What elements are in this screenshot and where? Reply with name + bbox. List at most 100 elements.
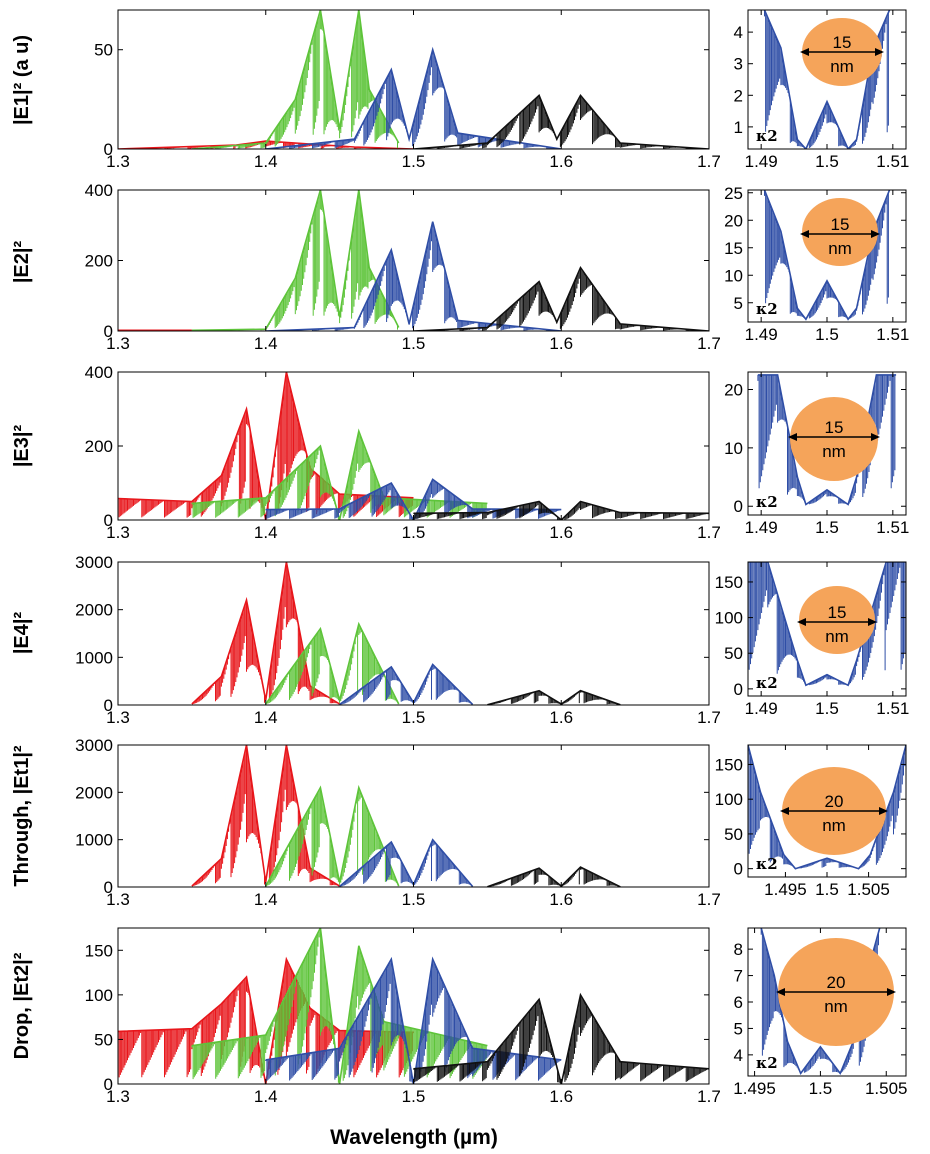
y-tick-label: 3000 bbox=[75, 736, 113, 755]
bandwidth-unit: nm bbox=[830, 57, 854, 76]
y-tick-label: 100 bbox=[715, 609, 743, 628]
inset-panel-4: 1.49 1.5 1.51 0 50 100 150 κ2 15 nm bbox=[715, 561, 909, 718]
bandwidth-value: 20 bbox=[825, 792, 844, 811]
series-envelope bbox=[413, 93, 709, 149]
series-oscillation bbox=[192, 562, 339, 704]
series-oscillation bbox=[266, 49, 561, 149]
kappa-label: κ2 bbox=[756, 493, 778, 511]
x-tick-label: 1.49 bbox=[745, 152, 778, 171]
x-tick-label: 1.4 bbox=[254, 708, 278, 727]
y-tick-label: 150 bbox=[715, 755, 743, 774]
series-blue bbox=[265, 46, 562, 149]
series-black bbox=[413, 265, 709, 331]
y-tick-label: 0 bbox=[104, 511, 113, 530]
series-envelope bbox=[191, 10, 400, 149]
x-tick-label: 1.7 bbox=[697, 890, 721, 909]
series-envelope bbox=[265, 478, 562, 520]
arrow-head-left bbox=[800, 48, 809, 56]
y-tick-label: 50 bbox=[94, 1030, 113, 1049]
kappa-label: κ2 bbox=[756, 674, 778, 692]
kappa-label: κ2 bbox=[756, 855, 778, 873]
y-tick-label: 400 bbox=[85, 363, 113, 382]
arrow-head-left bbox=[797, 618, 806, 626]
series-envelope bbox=[763, 10, 891, 149]
x-tick-label: 1.51 bbox=[876, 325, 909, 344]
series-envelope bbox=[191, 190, 400, 331]
plot-area bbox=[763, 190, 891, 321]
series-oscillation bbox=[266, 624, 398, 704]
x-tick-label: 1.6 bbox=[549, 890, 573, 909]
x-tick-label: 1.495 bbox=[733, 1079, 776, 1098]
series-red bbox=[191, 745, 341, 887]
x-tick-label: 1.4 bbox=[254, 334, 278, 353]
series-black bbox=[413, 93, 709, 149]
series-blue bbox=[748, 562, 906, 687]
series-envelope bbox=[413, 265, 709, 331]
x-tick-label: 1.5 bbox=[402, 1087, 426, 1106]
arrow-head-left bbox=[776, 988, 785, 996]
y-axis-title: Through, |Et1|² bbox=[11, 745, 33, 887]
main-panel-5: 1.3 1.4 1.5 1.6 1.7 0 1000 2000 3000 Through, |Et… bbox=[11, 736, 721, 909]
x-tick-label: 1.6 bbox=[549, 1087, 573, 1106]
x-tick-label: 1.5 bbox=[402, 890, 426, 909]
x-tick-label: 1.5 bbox=[815, 325, 839, 344]
bandwidth-unit: nm bbox=[825, 627, 849, 646]
y-tick-label: 20 bbox=[724, 211, 743, 230]
x-tick-label: 1.49 bbox=[745, 325, 778, 344]
y-tick-label: 1000 bbox=[75, 648, 113, 667]
arrow-head-right bbox=[879, 807, 888, 815]
bandwidth-value: 15 bbox=[833, 33, 852, 52]
x-tick-label: 1.51 bbox=[876, 699, 909, 718]
x-tick-label: 1.7 bbox=[697, 334, 721, 353]
x-tick-label: 1.5 bbox=[402, 708, 426, 727]
series-oscillation bbox=[266, 787, 398, 886]
kappa-label: κ2 bbox=[756, 1054, 778, 1072]
y-tick-label: 2000 bbox=[75, 783, 113, 802]
plot-area bbox=[748, 562, 906, 687]
bandwidth-value: 20 bbox=[827, 973, 846, 992]
series-envelope bbox=[191, 928, 488, 1084]
x-tick-label: 1.5 bbox=[402, 523, 426, 542]
series-black bbox=[487, 689, 621, 705]
y-axis-title: |E1|² (a u) bbox=[11, 35, 33, 125]
y-tick-label: 200 bbox=[85, 252, 113, 271]
y-axis-title: Drop, |Et2|² bbox=[11, 952, 33, 1059]
series-oscillation bbox=[265, 479, 561, 520]
main-panel-1: 1.3 1.4 1.5 1.6 1.7 0 50 |E1|² (a u) bbox=[11, 9, 721, 171]
y-tick-label: 6 bbox=[734, 993, 743, 1012]
x-tick-label: 1.49 bbox=[745, 699, 778, 718]
plot-area bbox=[118, 372, 709, 520]
series-oscillation bbox=[191, 928, 487, 1083]
x-tick-label: 1.4 bbox=[254, 890, 278, 909]
series-black bbox=[413, 500, 709, 520]
y-tick-label: 10 bbox=[724, 266, 743, 285]
y-tick-label: 8 bbox=[734, 940, 743, 959]
series-oscillation bbox=[413, 994, 709, 1083]
y-tick-label: 200 bbox=[85, 437, 113, 456]
x-tick-label: 1.3 bbox=[106, 890, 130, 909]
series-envelope bbox=[191, 745, 341, 887]
x-tick-label: 1.7 bbox=[697, 523, 721, 542]
main-panel-3: 1.3 1.4 1.5 1.6 1.7 0 200 400 |E3|² bbox=[11, 363, 721, 542]
y-tick-label: 0 bbox=[104, 696, 113, 715]
y-tick-label: 1 bbox=[734, 118, 743, 137]
x-tick-label: 1.7 bbox=[697, 1087, 721, 1106]
kappa-label: κ2 bbox=[756, 127, 778, 145]
x-tick-label: 1.7 bbox=[697, 152, 721, 171]
y-tick-label: 2 bbox=[734, 86, 743, 105]
y-tick-label: 0 bbox=[104, 878, 113, 897]
series-black bbox=[487, 866, 621, 887]
inset-panel-3: 1.49 1.5 1.51 0 10 20 κ2 15 nm bbox=[724, 371, 909, 537]
axes-frame bbox=[117, 561, 710, 706]
y-tick-label: 5 bbox=[734, 294, 743, 313]
inset-panel-2: 1.49 1.5 1.51 5 10 15 20 25 κ2 15 nm bbox=[724, 184, 909, 344]
x-tick-label: 1.495 bbox=[764, 880, 807, 899]
bandwidth-ellipse bbox=[799, 586, 875, 654]
x-axis-title: Wavelength (µm) bbox=[330, 1126, 498, 1149]
axes-frame bbox=[117, 744, 710, 888]
y-axis-title: |E2|² bbox=[11, 241, 33, 284]
series-envelope bbox=[748, 562, 906, 687]
y-tick-label: 7 bbox=[734, 967, 743, 986]
y-tick-label: 25 bbox=[724, 184, 743, 203]
